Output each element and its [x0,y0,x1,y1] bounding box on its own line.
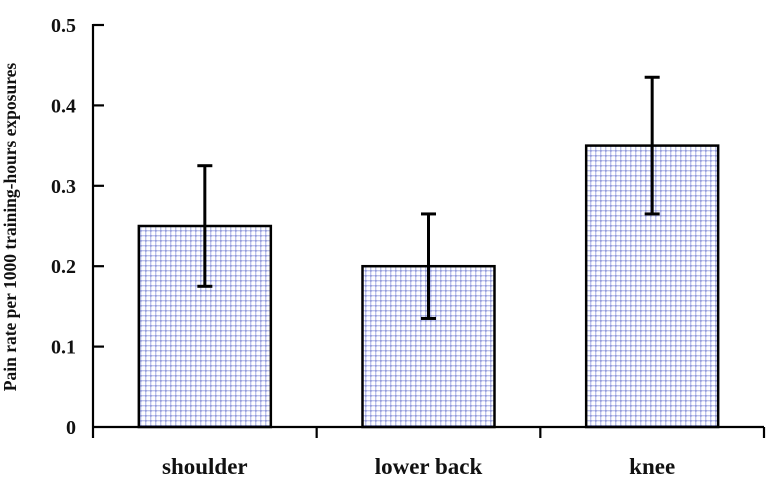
y-tick-labels-group: 0 0.1 0.2 0.3 0.4 0.5 [51,15,76,439]
y-tick-label: 0.3 [51,176,76,198]
x-category-label-lower-back: lower back [375,454,483,479]
x-category-label-shoulder: shoulder [162,454,248,479]
y-tick-label: 0.1 [51,337,76,359]
y-ticks-group [93,23,104,348]
y-tick-label: 0.5 [51,15,76,37]
error-bars-group [197,75,660,320]
error-bar-knee [644,75,660,216]
error-bar-shoulder [197,164,213,288]
x-category-label-knee: knee [629,454,675,479]
error-bar-lower-back [421,212,436,320]
y-axis-title: Pain rate per 1000 training-hours exposu… [0,63,20,392]
y-tick-label: 0.2 [51,256,76,278]
y-tick-label: 0.4 [51,95,76,117]
y-tick-label: 0 [66,417,76,439]
x-ticks-group [91,427,766,438]
x-category-labels-group: shoulder lower back knee [162,454,675,479]
